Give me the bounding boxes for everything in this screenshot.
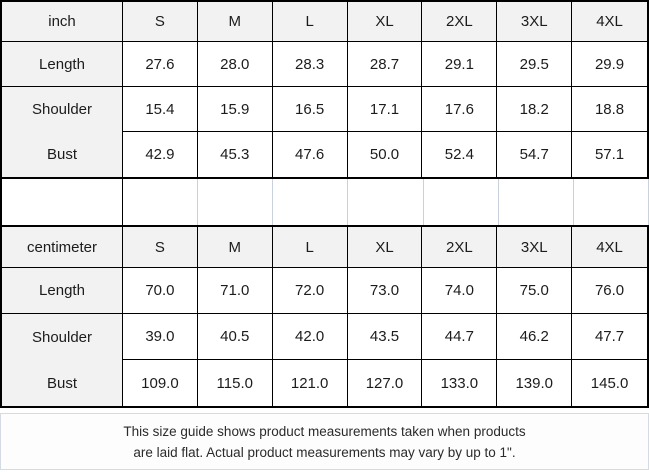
- spacer-cell: [573, 179, 649, 225]
- value-cell: 15.4: [123, 87, 198, 132]
- value-cell: 71.0: [197, 268, 273, 314]
- footer-note-line2: are laid flat. Actual product measuremen…: [133, 444, 516, 460]
- value-cell: 39.0: [123, 314, 198, 360]
- value-cell: 72.0: [272, 268, 348, 314]
- size-header-cell: M: [197, 227, 273, 268]
- table-row-bust: Bust 109.0 115.0 121.0 127.0 133.0 139.0…: [2, 360, 647, 406]
- value-cell: 29.5: [497, 42, 573, 87]
- size-header-cell: XL: [347, 2, 423, 42]
- value-cell: 40.5: [197, 314, 273, 360]
- value-cell: 29.9: [572, 42, 647, 87]
- value-cell: 115.0: [197, 360, 273, 406]
- spacer-cell: [123, 179, 199, 225]
- size-header-cell: 3XL: [497, 2, 573, 42]
- value-cell: 17.6: [422, 87, 498, 132]
- value-cell: 29.1: [422, 42, 498, 87]
- value-cell: 73.0: [347, 268, 423, 314]
- spacer-cell: [348, 179, 424, 225]
- size-header-cell: 3XL: [497, 227, 573, 268]
- size-header-cell: 2XL: [422, 227, 498, 268]
- value-cell: 46.2: [497, 314, 573, 360]
- table-header-row: inch S M L XL 2XL 3XL 4XL: [2, 2, 647, 42]
- value-cell: 74.0: [422, 268, 498, 314]
- spacer-cell: [2, 179, 123, 225]
- value-cell: 50.0: [347, 132, 423, 177]
- spacer-cell: [498, 179, 574, 225]
- value-cell: 27.6: [123, 42, 198, 87]
- spacer-cell: [423, 179, 499, 225]
- value-cell: 70.0: [123, 268, 198, 314]
- value-cell: 45.3: [197, 132, 273, 177]
- measure-label-cell: Bust: [2, 360, 123, 406]
- value-cell: 43.5: [347, 314, 423, 360]
- size-table-inch: inch S M L XL 2XL 3XL 4XL Length 27.6 28…: [0, 0, 649, 179]
- value-cell: 133.0: [422, 360, 498, 406]
- value-cell: 47.6: [272, 132, 348, 177]
- measure-label-cell: Shoulder: [2, 87, 123, 132]
- value-cell: 54.7: [497, 132, 573, 177]
- size-header-cell: L: [272, 2, 348, 42]
- value-cell: 75.0: [497, 268, 573, 314]
- value-cell: 42.9: [123, 132, 198, 177]
- table-row-length: Length 70.0 71.0 72.0 73.0 74.0 75.0 76.…: [2, 268, 647, 314]
- unit-header-cell: centimeter: [2, 227, 123, 268]
- value-cell: 139.0: [497, 360, 573, 406]
- size-header-cell: L: [272, 227, 348, 268]
- table-row-bust: Bust 42.9 45.3 47.6 50.0 52.4 54.7 57.1: [2, 132, 647, 177]
- value-cell: 127.0: [347, 360, 423, 406]
- value-cell: 18.2: [497, 87, 573, 132]
- measure-label-cell: Bust: [2, 132, 123, 177]
- footer-note-line1: This size guide shows product measuremen…: [123, 423, 526, 439]
- size-header-cell: M: [197, 2, 273, 42]
- table-header-row: centimeter S M L XL 2XL 3XL 4XL: [2, 227, 647, 268]
- value-cell: 28.7: [347, 42, 423, 87]
- measure-label-cell: Length: [2, 42, 123, 87]
- table-row-length: Length 27.6 28.0 28.3 28.7 29.1 29.5 29.…: [2, 42, 647, 87]
- value-cell: 121.0: [272, 360, 348, 406]
- measure-label-cell: Shoulder: [2, 314, 123, 360]
- size-header-cell: 4XL: [572, 2, 647, 42]
- table-row-shoulder: Shoulder 39.0 40.5 42.0 43.5 44.7 46.2 4…: [2, 314, 647, 360]
- footer-note: This size guide shows product measuremen…: [0, 413, 649, 470]
- value-cell: 28.0: [197, 42, 273, 87]
- value-cell: 47.7: [572, 314, 647, 360]
- value-cell: 57.1: [572, 132, 647, 177]
- unit-header-cell: inch: [2, 2, 123, 42]
- spacer-cell: [198, 179, 274, 225]
- value-cell: 145.0: [572, 360, 647, 406]
- value-cell: 17.1: [347, 87, 423, 132]
- value-cell: 44.7: [422, 314, 498, 360]
- size-header-cell: 2XL: [422, 2, 498, 42]
- size-header-cell: S: [123, 2, 198, 42]
- value-cell: 18.8: [572, 87, 647, 132]
- value-cell: 16.5: [272, 87, 348, 132]
- spacer-cell: [273, 179, 349, 225]
- value-cell: 15.9: [197, 87, 273, 132]
- value-cell: 42.0: [272, 314, 348, 360]
- measure-label-cell: Length: [2, 268, 123, 314]
- value-cell: 109.0: [123, 360, 198, 406]
- value-cell: 28.3: [272, 42, 348, 87]
- size-header-cell: 4XL: [572, 227, 647, 268]
- size-header-cell: S: [123, 227, 198, 268]
- value-cell: 52.4: [422, 132, 498, 177]
- spacer-row: [0, 179, 649, 225]
- table-row-shoulder: Shoulder 15.4 15.9 16.5 17.1 17.6 18.2 1…: [2, 87, 647, 132]
- size-table-centimeter: centimeter S M L XL 2XL 3XL 4XL Length 7…: [0, 225, 649, 408]
- size-header-cell: XL: [347, 227, 423, 268]
- value-cell: 76.0: [572, 268, 647, 314]
